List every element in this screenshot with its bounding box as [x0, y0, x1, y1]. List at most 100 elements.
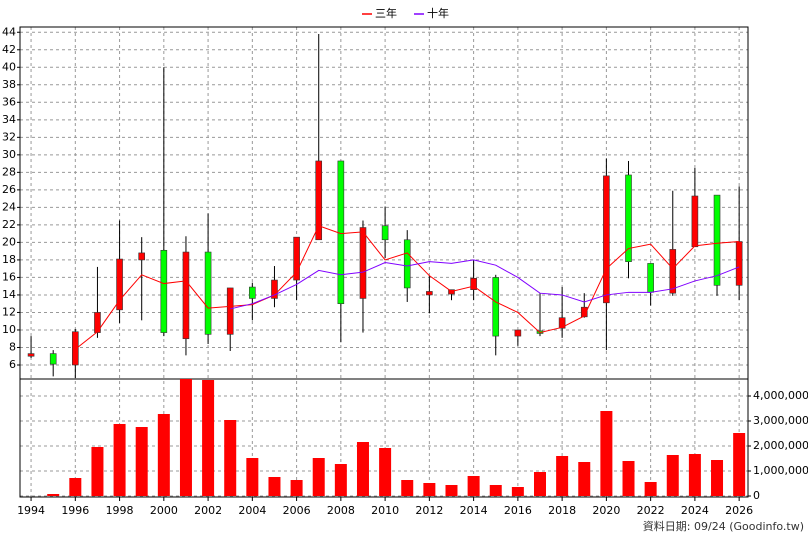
x-tick-label: 2020 — [592, 504, 620, 517]
volume-bar — [91, 447, 104, 496]
volume-bar — [47, 494, 60, 496]
candle-body — [403, 239, 411, 289]
candle-body — [249, 286, 256, 299]
y-tick-label: 34 — [2, 113, 16, 126]
volume-bar — [711, 460, 724, 496]
volume-bar — [445, 485, 458, 496]
volume-tick-label: 0 — [753, 489, 760, 502]
volume-bar — [489, 485, 502, 496]
volume-bar — [666, 455, 679, 496]
candle-body — [735, 241, 743, 286]
y-tick-label: 24 — [2, 200, 16, 213]
volume-bar — [113, 424, 126, 496]
candle-body — [492, 277, 500, 337]
x-tick-label: 2000 — [150, 504, 178, 517]
x-tick-label: 1996 — [61, 504, 89, 517]
volume-tick-label: 2,000,000 — [753, 439, 808, 452]
candle-body — [514, 329, 522, 337]
candle-body — [226, 287, 234, 335]
x-tick-label: 2018 — [548, 504, 576, 517]
volume-tick-label: 3,000,000 — [753, 414, 808, 427]
volume-bar — [202, 380, 215, 496]
ma-line — [230, 259, 740, 310]
y-tick-label: 28 — [2, 165, 16, 178]
volume-bar — [556, 456, 569, 496]
x-tick-label: 1994 — [17, 504, 45, 517]
volume-bar — [622, 461, 635, 496]
y-tick-label: 14 — [2, 288, 16, 301]
candle-body — [691, 195, 699, 248]
y-tick-label: 8 — [9, 340, 16, 353]
candle-body — [94, 312, 101, 333]
candle-body — [713, 194, 721, 286]
y-tick-label: 32 — [2, 130, 16, 143]
y-tick-label: 26 — [2, 183, 16, 196]
volume-bar — [312, 458, 325, 496]
candle-body — [72, 331, 79, 366]
candle-body — [49, 353, 57, 365]
candle-body — [625, 174, 632, 262]
candle-body — [359, 227, 367, 299]
volume-bar — [135, 427, 148, 496]
x-tick-label: 2016 — [504, 504, 532, 517]
x-tick-label: 2008 — [327, 504, 355, 517]
volume-bar — [179, 379, 192, 496]
volume-bar — [157, 414, 170, 496]
x-tick-label: 2010 — [371, 504, 399, 517]
candle-body — [116, 258, 123, 311]
y-tick-label: 6 — [9, 358, 16, 371]
volume-bar — [69, 478, 82, 496]
volume-bar — [600, 411, 613, 496]
candle-body — [138, 252, 146, 261]
volume-bar — [246, 458, 259, 496]
x-tick-label: 2004 — [238, 504, 266, 517]
plot-background — [20, 27, 748, 497]
volume-bar — [379, 448, 392, 496]
ma-line — [75, 225, 740, 350]
x-tick-label: 2002 — [194, 504, 222, 517]
x-tick-label: 2012 — [415, 504, 443, 517]
y-tick-label: 30 — [2, 148, 16, 161]
volume-bar — [401, 480, 414, 496]
volume-bar — [290, 480, 303, 496]
footer: 資料日期: 09/24 (Goodinfo.tw) — [643, 519, 804, 533]
volume-tick-label: 1,000,000 — [753, 464, 808, 477]
x-tick-label: 2026 — [725, 504, 753, 517]
candle-body — [470, 278, 477, 290]
candle-body — [647, 263, 654, 293]
volume-bar — [224, 420, 237, 496]
y-tick-label: 42 — [2, 43, 16, 56]
volume-tick-label: 4,000,000 — [753, 389, 808, 402]
volume-bar — [356, 442, 369, 496]
volume-bar — [733, 433, 746, 496]
candle-body — [204, 251, 212, 335]
x-tick-label: 2014 — [460, 504, 488, 517]
y-tick-label: 16 — [2, 270, 16, 283]
volume-bar — [644, 482, 657, 496]
x-tick-label: 2006 — [283, 504, 311, 517]
volume-bar — [688, 454, 701, 496]
y-tick-label: 20 — [2, 235, 16, 248]
y-tick-label: 18 — [2, 253, 16, 266]
y-tick-label: 12 — [2, 305, 16, 318]
y-tick-label: 10 — [2, 323, 16, 336]
candle-body — [603, 175, 610, 304]
x-tick-label: 2024 — [681, 504, 709, 517]
y-tick-label: 36 — [2, 95, 16, 108]
volume-bar — [511, 487, 524, 496]
candle-body — [315, 160, 323, 241]
candle-body — [160, 249, 168, 333]
candle-body — [426, 291, 433, 296]
candle-body — [558, 317, 566, 329]
candle-body — [293, 236, 300, 281]
volume-bar — [578, 462, 591, 496]
y-tick-label: 38 — [2, 78, 16, 91]
volume-bar — [467, 476, 480, 496]
candle-body — [580, 306, 588, 318]
candle-body — [381, 225, 389, 241]
candle-body — [27, 353, 35, 357]
plot-frame — [19, 26, 749, 498]
candle-body — [271, 279, 278, 299]
candle-body — [669, 249, 677, 294]
